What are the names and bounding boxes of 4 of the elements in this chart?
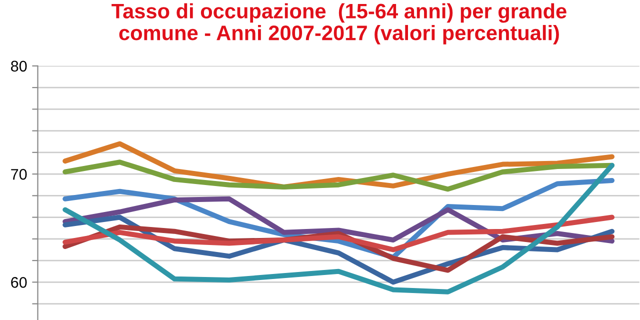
chart-title: Tasso di occupazione (15-64 anni) per grande comune - Anni 2007-2017 (valori percentuali)	[112, 3, 566, 44]
y-tick-label: 80	[11, 60, 27, 72]
y-tick-label: 70	[11, 168, 27, 180]
y-tick-label: 60	[11, 277, 27, 288]
